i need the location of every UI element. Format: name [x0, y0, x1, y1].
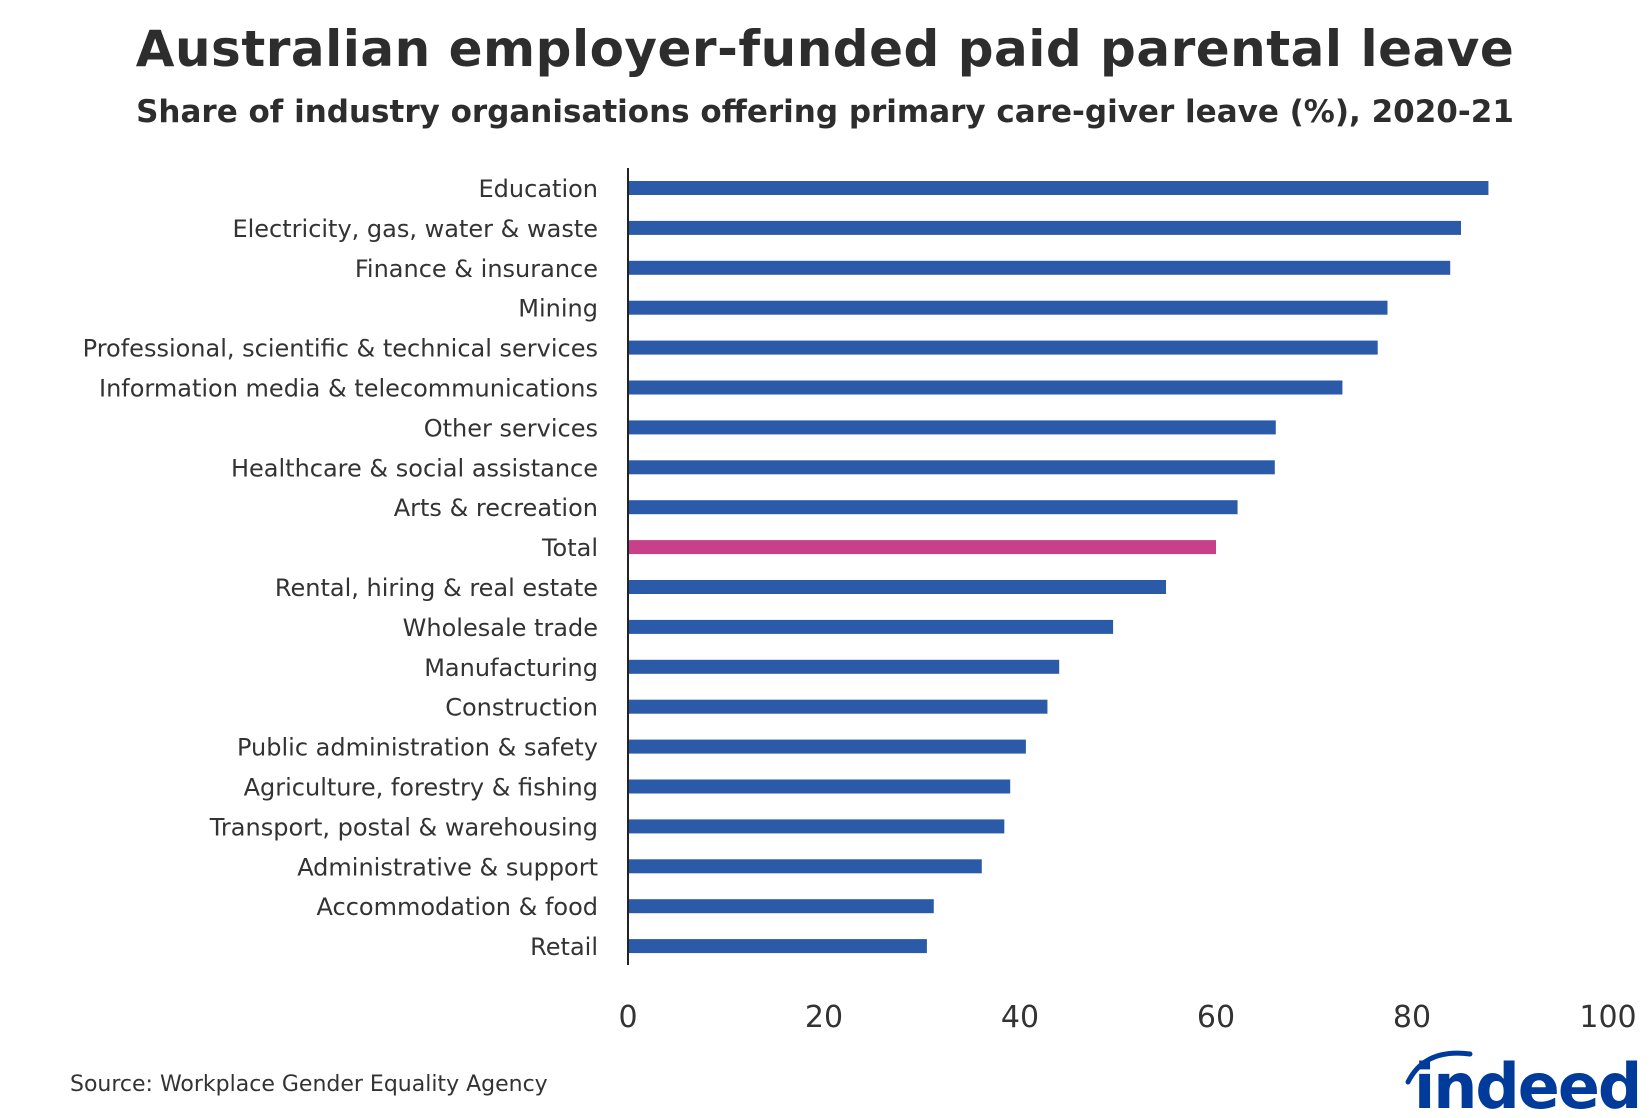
bar-manufacturing [628, 659, 1060, 674]
svg-text:indeed: indeed [1414, 1050, 1640, 1115]
category-label: Accommodation & food [317, 893, 598, 921]
x-tick-label: 60 [1197, 1000, 1235, 1035]
category-label: Wholesale trade [403, 614, 598, 642]
x-tick-label: 0 [618, 1000, 637, 1035]
bar-construction [628, 699, 1048, 714]
category-label: Other services [424, 414, 598, 442]
bar-mining [628, 300, 1388, 315]
x-tick-label: 20 [805, 1000, 843, 1035]
x-tick-label: 100 [1579, 1000, 1636, 1035]
category-label: Public administration & safety [237, 734, 598, 762]
bar-retail [628, 939, 927, 954]
category-label: Healthcare & social assistance [231, 454, 598, 482]
category-label: Information media & telecommunications [99, 375, 598, 403]
category-label: Administrative & support [297, 853, 598, 881]
bar-healthcare-social-assistance [628, 460, 1275, 475]
category-label: Retail [530, 933, 598, 961]
bar-wholesale-trade [628, 619, 1114, 634]
bar-professional-scientific-technical-services [628, 340, 1378, 355]
category-label: Finance & insurance [355, 255, 598, 283]
bar-other-services [628, 420, 1276, 435]
x-tick-label: 40 [1001, 1000, 1039, 1035]
chart-title: Australian employer-funded paid parental… [135, 20, 1515, 78]
bar-rental-hiring-real-estate [628, 580, 1167, 594]
bar-finance-insurance [628, 260, 1451, 275]
category-label: Education [479, 175, 598, 203]
category-label: Rental, hiring & real estate [275, 574, 598, 602]
source-note: Source: Workplace Gender Equality Agency [70, 1072, 548, 1097]
category-label: Manufacturing [424, 654, 598, 682]
bar-chart: Education Electricity, gas, water & waste… [83, 168, 1637, 1035]
bar-public-administration-safety [628, 739, 1026, 754]
bar-agriculture-forestry-fishing [628, 779, 1011, 794]
indeed-logo: indeed [1405, 1050, 1640, 1115]
chart-subtitle: Share of industry organisations offering… [136, 94, 1514, 130]
category-label: Professional, scientific & technical ser… [83, 335, 598, 363]
category-label: Arts & recreation [394, 494, 598, 522]
x-tick-label: 80 [1393, 1000, 1431, 1035]
bar-total [628, 540, 1216, 555]
bar-accommodation-food [628, 899, 934, 914]
bar-information-media-telecommunications [628, 380, 1343, 395]
bar-education [628, 181, 1489, 195]
category-label: Electricity, gas, water & waste [232, 215, 598, 243]
bar-transport-postal-warehousing [628, 819, 1005, 834]
category-label: Construction [445, 694, 598, 722]
category-label: Total [541, 534, 598, 562]
category-label: Agriculture, forestry & fishing [244, 774, 598, 802]
bar-administrative-support [628, 859, 982, 874]
bar-electricity-gas-water-waste [628, 220, 1461, 235]
category-label: Mining [518, 295, 598, 323]
bar-arts-recreation [628, 500, 1238, 515]
category-label: Transport, postal & warehousing [209, 813, 598, 841]
